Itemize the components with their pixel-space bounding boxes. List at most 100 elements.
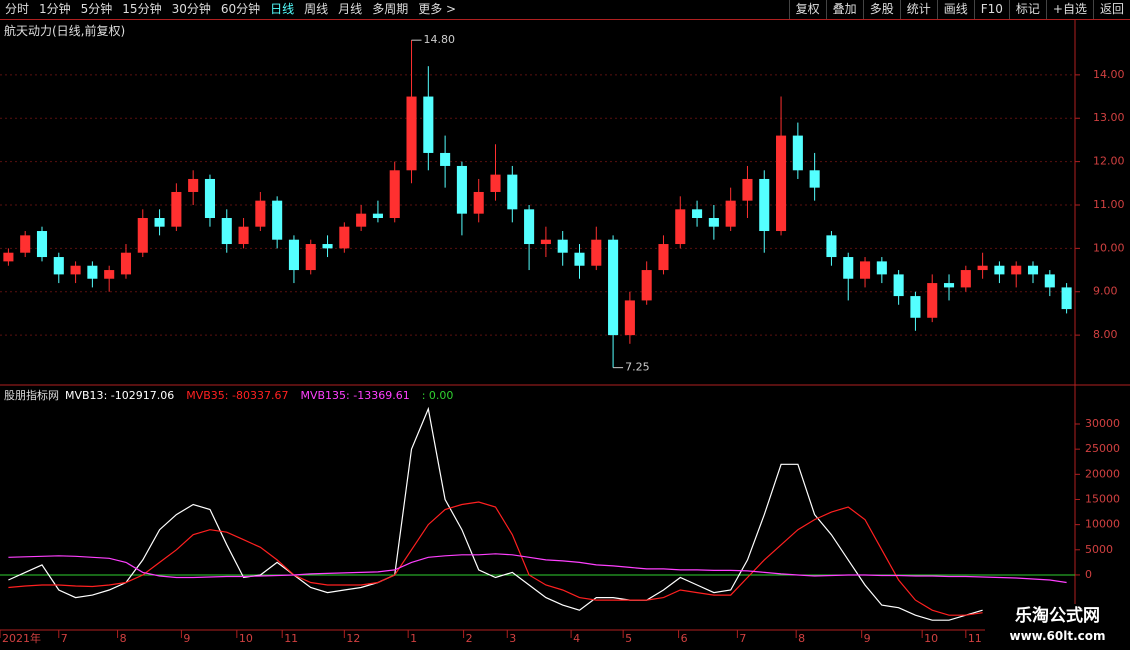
candle-body <box>137 218 148 253</box>
x-tick-label: 9 <box>183 632 190 645</box>
indicator-legend: 股朋指标网 MVB13: -102917.06 MVB35: -80337.67 MV… <box>4 387 459 403</box>
candle-body <box>960 270 971 288</box>
candle-body <box>725 200 736 227</box>
action-button[interactable]: +自选 <box>1045 0 1093 19</box>
legend-value: : -13369.61 <box>346 389 410 402</box>
y-tick-label: 30000 <box>1085 417 1120 430</box>
x-tick-label: 9 <box>864 632 871 645</box>
period-tab[interactable]: 30分钟 <box>171 2 211 16</box>
x-tick-label: 10 <box>239 632 253 645</box>
candle-body <box>792 135 803 171</box>
x-tick-label: 3 <box>509 632 516 645</box>
candle-body <box>540 239 551 245</box>
candle-body <box>692 209 703 219</box>
candle-body <box>456 165 467 214</box>
candle-body <box>204 178 215 219</box>
y-tick-label: 10.00 <box>1093 241 1125 254</box>
candle-body <box>1044 274 1055 288</box>
action-button[interactable]: F10 <box>973 0 1009 19</box>
candle-body <box>507 174 518 210</box>
action-button[interactable]: 叠加 <box>825 0 863 19</box>
candle-body <box>927 283 938 318</box>
candle-body <box>675 209 686 245</box>
period-tab[interactable]: 60分钟 <box>220 2 261 16</box>
candle-body <box>356 213 367 227</box>
candle-body <box>591 239 602 266</box>
watermark: 乐淘公式网 www.60lt.com <box>985 604 1130 650</box>
legend-name: MVB13 <box>65 389 104 402</box>
candle-body <box>624 300 635 336</box>
period-tab[interactable]: 15分钟 <box>122 2 162 16</box>
x-tick-label: 11 <box>284 632 298 645</box>
y-tick-label: 11.00 <box>1093 198 1125 211</box>
legend-name: MVB135 <box>300 389 347 402</box>
legend-entry: MVB13: -102917.06 <box>65 389 180 402</box>
x-tick-label: 7 <box>739 632 746 645</box>
y-tick-label: 8.00 <box>1093 328 1118 341</box>
action-button[interactable]: 画线 <box>936 0 974 19</box>
more-button[interactable]: 更多 > <box>418 2 457 16</box>
level-label: : 0.00 <box>421 389 454 402</box>
period-tab[interactable]: 月线 <box>338 2 363 16</box>
x-tick-label: 7 <box>61 632 68 645</box>
indicator-line <box>8 553 1067 584</box>
candle-body <box>994 265 1005 275</box>
candle-body <box>255 200 266 227</box>
candle-body <box>910 296 921 318</box>
period-tab[interactable]: 多周期 <box>372 2 409 16</box>
candle-body <box>104 270 115 279</box>
candle-body <box>440 152 451 166</box>
candle-body <box>943 283 955 288</box>
y-tick-label: 20000 <box>1085 467 1120 480</box>
period-tab[interactable]: 5分钟 <box>80 2 113 16</box>
action-button[interactable]: 复权 <box>788 0 826 19</box>
candle-body <box>742 178 753 201</box>
y-tick-label: 10000 <box>1085 518 1120 531</box>
candle-body <box>87 265 98 279</box>
period-tab[interactable]: 日线 <box>270 2 295 16</box>
candle-body <box>288 239 299 271</box>
action-button[interactable]: 标记 <box>1008 0 1046 19</box>
candle-body <box>171 191 182 227</box>
action-button[interactable]: 返回 <box>1092 0 1130 19</box>
candle-body <box>423 96 434 153</box>
x-tick-label: 2021年 <box>2 631 41 645</box>
candle-body <box>305 244 316 271</box>
y-tick-label: 9.00 <box>1093 285 1118 298</box>
candle-body <box>893 274 904 297</box>
candle-body <box>860 261 871 279</box>
candle-body <box>188 178 199 192</box>
candle-body <box>574 252 585 266</box>
action-button[interactable]: 多股 <box>862 0 900 19</box>
candle-body <box>1011 265 1022 275</box>
x-tick-label: 8 <box>798 632 805 645</box>
legend-name: MVB35 <box>186 389 225 402</box>
x-tick-label: 8 <box>120 632 127 645</box>
annotation-label: 14.80 <box>424 33 456 46</box>
action-button[interactable]: 统计 <box>899 0 937 19</box>
candle-body <box>658 244 669 271</box>
candle-body <box>876 261 887 275</box>
candle-body <box>1061 287 1072 310</box>
watermark-title: 乐淘公式网 <box>1015 606 1100 626</box>
period-tab[interactable]: 分时 <box>5 2 30 16</box>
y-tick-label: 25000 <box>1085 442 1120 455</box>
y-tick-label: 13.00 <box>1093 111 1125 124</box>
candle-body <box>759 178 770 232</box>
indicator-title: 股朋指标网 <box>4 389 59 402</box>
period-tab[interactable]: 周线 <box>304 2 329 16</box>
candle-body <box>473 191 484 214</box>
legend-value: : -102917.06 <box>103 389 175 402</box>
toolbar: 分时 1分钟 5分钟 15分钟 30分钟 60分钟 日线 周线 月线 多周期 更多 > 复权 叠加 多股统… <box>0 0 1130 20</box>
candle-body <box>339 226 350 249</box>
candle-body <box>977 265 988 271</box>
price-title: 航天动力(日线,前复权) <box>4 24 126 38</box>
candle-body <box>708 218 719 227</box>
x-tick-label: 10 <box>924 632 938 645</box>
candle-body <box>372 213 383 219</box>
period-tab[interactable]: 1分钟 <box>39 2 71 16</box>
candle-body <box>70 265 81 275</box>
candle-body <box>238 226 249 245</box>
legend-entry: MVB35: -80337.67 <box>186 389 294 402</box>
